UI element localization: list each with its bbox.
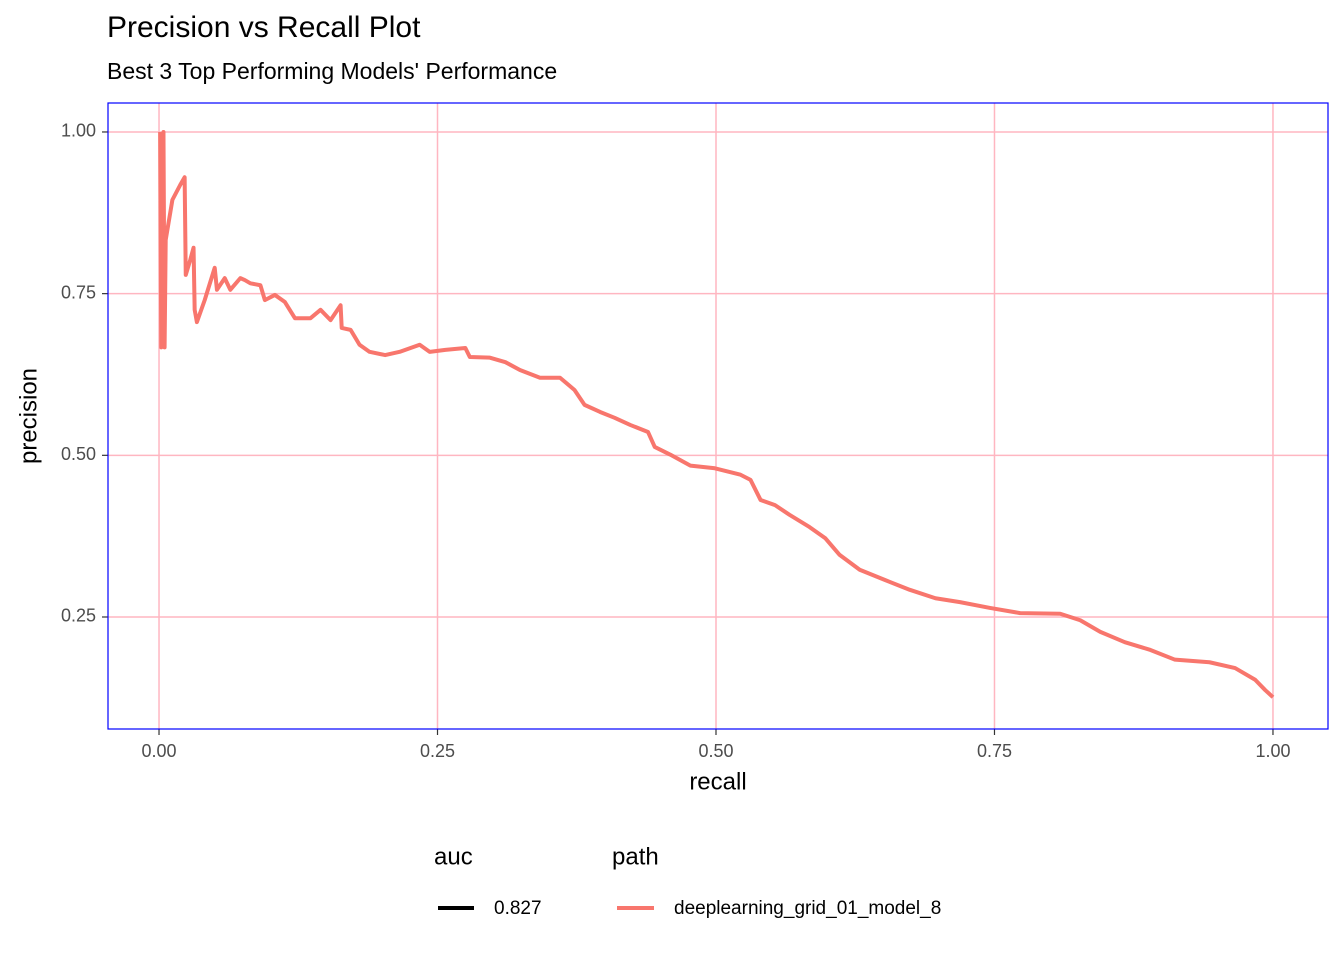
chart-subtitle: Best 3 Top Performing Models' Performanc…: [107, 58, 557, 84]
chart-title: Precision vs Recall Plot: [107, 11, 421, 44]
y-tick-label: 1.00: [61, 121, 96, 141]
legend-title: auc: [434, 843, 473, 870]
x-tick-label: 0.50: [698, 741, 733, 761]
x-tick-label: 1.00: [1255, 741, 1290, 761]
y-tick-label: 0.25: [61, 606, 96, 626]
y-tick-label: 0.50: [61, 444, 96, 464]
panel-border: [107, 102, 1329, 730]
x-axis-title: recall: [689, 768, 746, 795]
legend-title: path: [612, 843, 659, 870]
legend-label: 0.827: [494, 898, 542, 919]
y-tick-label: 0.75: [61, 282, 96, 302]
x-tick-label: 0.25: [420, 741, 455, 761]
legend-label: deeplearning_grid_01_model_8: [674, 898, 941, 919]
series-line: [158, 129, 1275, 699]
x-tick-label: 0.00: [141, 741, 176, 761]
x-tick-label: 0.75: [977, 741, 1012, 761]
y-axis-title: precision: [15, 368, 42, 464]
